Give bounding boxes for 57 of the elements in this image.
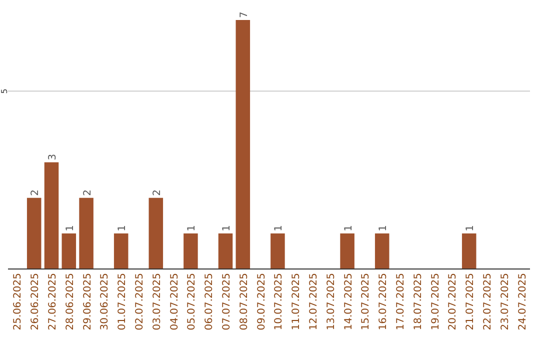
bar	[340, 233, 354, 269]
data-label: 1	[274, 225, 285, 232]
bar	[79, 198, 94, 269]
x-tick-label: 17.07.2025	[396, 273, 406, 330]
x-tick-label: 19.07.2025	[430, 273, 442, 330]
x-tick-label: 12.07.2025	[308, 273, 320, 330]
x-tick-label: 24.07.2025	[517, 273, 528, 330]
x-tick-label: 10.07.2025	[274, 273, 285, 330]
x-tick-label: 27.06.2025	[48, 273, 58, 330]
bar	[148, 198, 164, 269]
data-label: 1	[378, 225, 390, 232]
bar	[236, 20, 250, 269]
data-label: 1	[222, 225, 232, 232]
data-label: 7	[238, 12, 250, 18]
x-tick-label: 03.07.2025	[152, 273, 163, 330]
x-tick-label: 26.06.2025	[30, 273, 42, 330]
x-tick-label: 06.07.2025	[204, 273, 216, 330]
data-label: 3	[48, 154, 58, 160]
bar	[374, 233, 390, 269]
data-label: 1	[186, 225, 198, 232]
x-tick-label: 20.07.2025	[448, 273, 459, 330]
x-tick-label: 23.07.2025	[500, 273, 511, 330]
data-label: 1	[117, 225, 128, 232]
x-tick-label: 02.07.2025	[134, 273, 146, 330]
bar	[62, 233, 76, 269]
data-label: 2	[82, 189, 94, 196]
x-tick-label: 01.07.2025	[117, 273, 128, 330]
x-tick-label: 04.07.2025	[169, 273, 180, 330]
bar	[184, 233, 198, 269]
data-label: 2	[152, 189, 163, 196]
x-tick-label: 18.07.2025	[412, 273, 424, 330]
x-tick-label: 30.06.2025	[100, 273, 111, 330]
x-tick-label: 14.07.2025	[343, 273, 354, 330]
x-tick-label: 15.07.2025	[360, 273, 372, 330]
bar	[270, 233, 285, 269]
y-tick-label: 5	[0, 88, 9, 94]
x-tick-label: 25.06.2025	[12, 273, 24, 330]
bar	[462, 233, 476, 269]
x-tick-label: 29.06.2025	[82, 273, 94, 330]
data-label: 1	[64, 225, 76, 232]
x-tick-label: 28.06.2025	[64, 273, 76, 330]
bar	[26, 198, 42, 269]
x-tick-label: 16.07.2025	[378, 273, 390, 330]
data-label: 1	[343, 225, 354, 232]
x-tick-label: 07.07.2025	[222, 273, 232, 330]
x-tick-label: 05.07.2025	[186, 273, 198, 330]
x-tick-label: 22.07.2025	[482, 273, 494, 330]
data-label: 1	[465, 225, 476, 232]
bar	[44, 162, 59, 269]
bar	[218, 233, 233, 269]
bar	[114, 233, 128, 269]
x-tick-label: 11.07.2025	[291, 273, 302, 330]
data-label: 2	[30, 189, 42, 196]
x-tick-label: 08.07.2025	[238, 273, 250, 330]
x-tick-label: 13.07.2025	[326, 273, 337, 330]
x-tick-label: 21.07.2025	[465, 273, 476, 330]
x-tick-label: 09.07.2025	[256, 273, 268, 330]
